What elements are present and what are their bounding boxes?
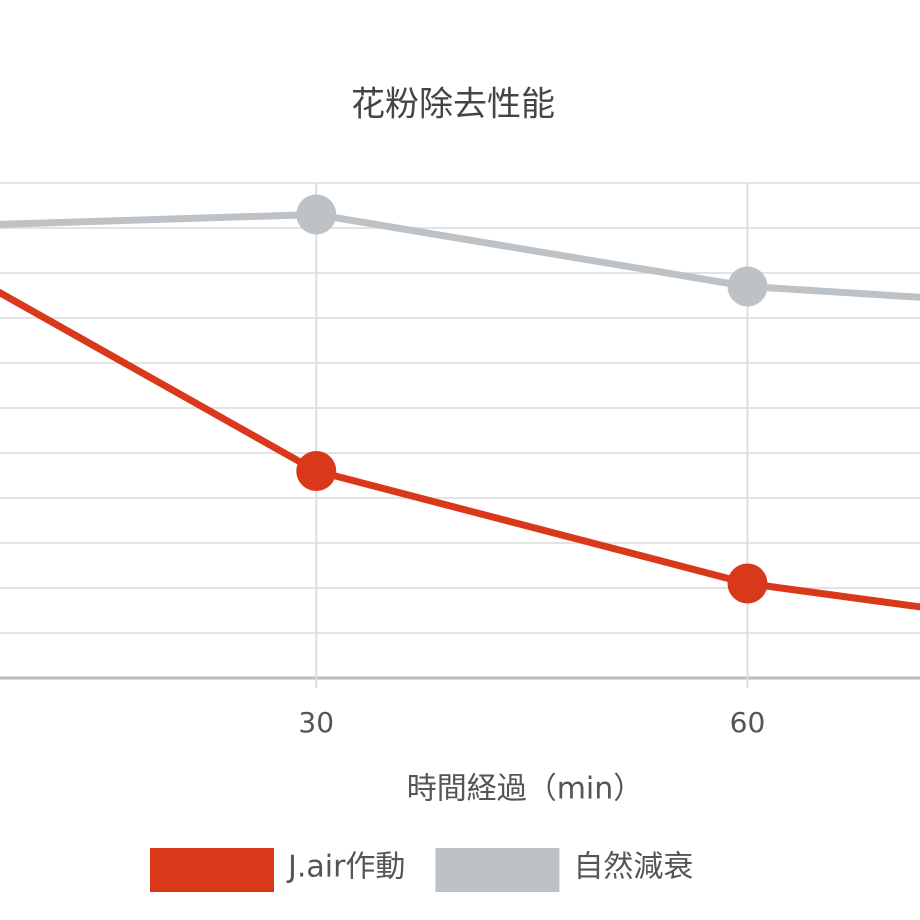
- legend-swatch: [435, 848, 560, 892]
- line: [0, 288, 920, 611]
- line: [0, 210, 920, 301]
- marker: [296, 451, 337, 491]
- marker: [296, 194, 337, 235]
- x-axis-label: 時間経過（min）: [407, 772, 644, 807]
- x-tick-label: 30: [298, 706, 334, 739]
- legend-swatch: [150, 848, 274, 892]
- legend-label: 自然減衰: [573, 850, 693, 885]
- chart-title: 花粉除去性能: [351, 85, 555, 125]
- plot-area: [0, 194, 920, 611]
- x-tick-label: 60: [730, 706, 766, 739]
- marker: [727, 266, 768, 307]
- marker: [727, 563, 768, 604]
- legend-label: J.air作動: [286, 850, 405, 885]
